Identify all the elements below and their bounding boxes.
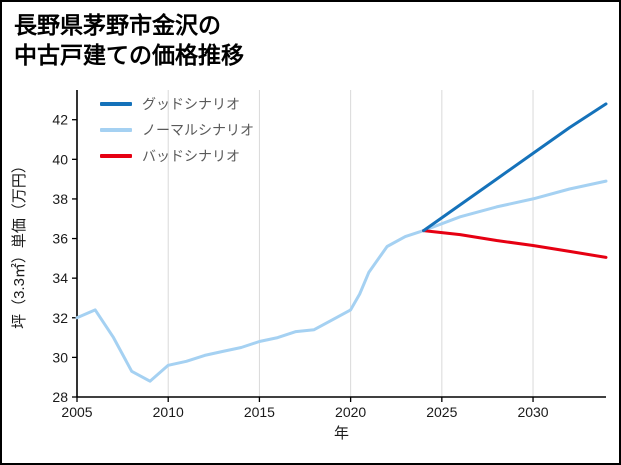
svg-text:40: 40 [52,151,68,167]
good-scenario-line-sample [100,101,132,106]
bad-scenario-line-sample [100,153,132,158]
legend-item-normal: ノーマルシナリオ [100,120,254,139]
svg-text:28: 28 [52,389,68,405]
chart-title: 長野県茅野市金沢の 中古戸建ての価格推移 [14,10,244,71]
legend-label-bad: バッドシナリオ [142,147,240,164]
legend-item-bad: バッドシナリオ [100,146,254,165]
svg-text:2020: 2020 [335,404,366,420]
chart-legend: グッドシナリオ ノーマルシナリオ バッドシナリオ [100,94,254,165]
svg-text:36: 36 [52,231,68,247]
svg-text:2015: 2015 [244,404,275,420]
legend-label-good: グッドシナリオ [142,95,240,112]
svg-text:2005: 2005 [61,404,92,420]
svg-text:2010: 2010 [153,404,184,420]
svg-text:2025: 2025 [426,404,457,420]
svg-text:2030: 2030 [517,404,548,420]
normal-scenario-line-sample [100,127,132,132]
chart-title-line1: 長野県茅野市金沢の [14,12,221,38]
svg-text:年: 年 [334,425,349,442]
svg-text:38: 38 [52,191,68,207]
svg-text:坪（3.3㎡）単価（万円）: 坪（3.3㎡）単価（万円） [11,158,28,329]
legend-item-good: グッドシナリオ [100,94,254,113]
svg-text:42: 42 [52,112,68,128]
svg-text:34: 34 [52,270,68,286]
svg-text:30: 30 [52,349,68,365]
chart-title-line2: 中古戸建ての価格推移 [14,42,244,69]
legend-label-normal: ノーマルシナリオ [142,121,254,138]
svg-text:32: 32 [52,310,68,326]
